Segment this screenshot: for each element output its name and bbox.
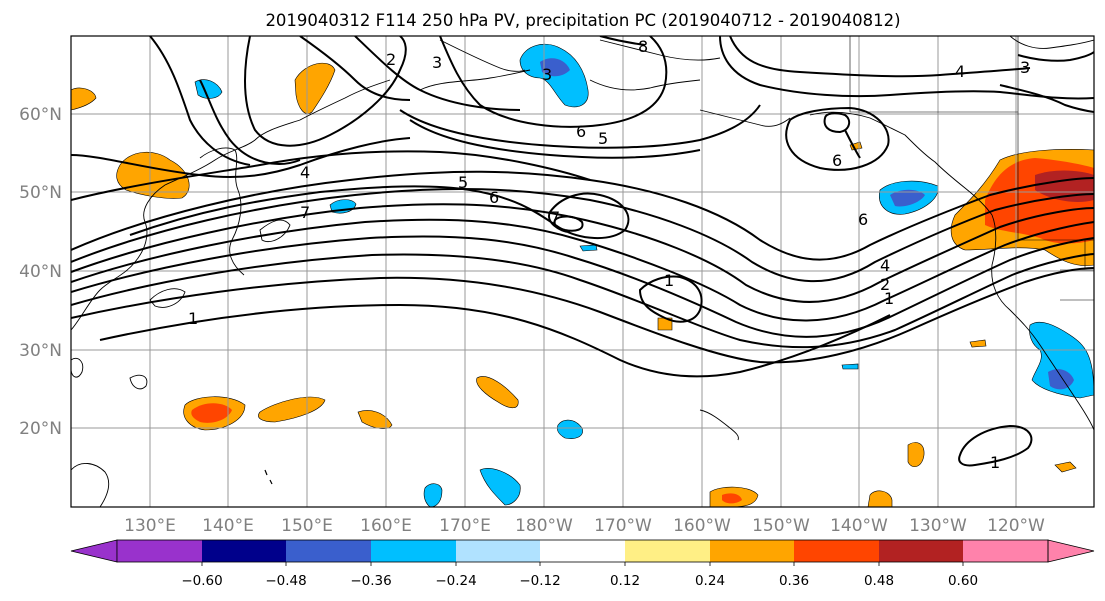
colorbar-ticks <box>201 562 964 566</box>
longitude-labels: 130°E 140°E 150°E 160°E 170°E 180°W 170°… <box>124 516 1045 536</box>
graticule <box>71 36 1094 507</box>
contour-label: 5 <box>458 173 468 192</box>
figure-title: 2019040312 F114 250 hPa PV, precipitatio… <box>265 11 900 30</box>
colorbar-swatch <box>202 540 286 562</box>
contour-label: 6 <box>832 151 842 170</box>
colorbar-swatch <box>117 540 202 562</box>
colorbar-swatch <box>286 540 371 562</box>
precip-strong-area <box>722 493 742 504</box>
pv-contours <box>71 36 1094 467</box>
lat-label: 50°N <box>19 183 62 203</box>
lat-label: 20°N <box>19 419 62 439</box>
precip-positive-area <box>71 87 97 111</box>
colorbar-swatch <box>540 540 625 562</box>
map-panel: 2 3 8 3 4 3 6 5 4 5 6 7 7 6 6 1 1 4 2 1 <box>70 35 1095 508</box>
map-frame <box>70 35 1095 508</box>
colorbar-tick-label: 0.24 <box>695 573 725 589</box>
colorbar-tick-label: −0.36 <box>350 573 391 589</box>
colorbar-tick-label: −0.24 <box>435 573 476 589</box>
contour-labels: 2 3 8 3 4 3 6 5 4 5 6 7 7 6 6 1 1 4 2 1 <box>188 37 1030 472</box>
contour-label: 4 <box>880 256 890 275</box>
precip-positive-area <box>1054 461 1077 473</box>
colorbar-extend-left <box>70 539 118 563</box>
contour-label: 7 <box>550 208 560 227</box>
colorbar-tick-label: −0.48 <box>265 573 306 589</box>
lon-label: 140°W <box>830 516 888 536</box>
colorbar-tick-label: 0.36 <box>779 573 809 589</box>
precip-positive-area <box>258 396 326 423</box>
lat-label: 30°N <box>19 341 62 361</box>
precip-negative-area <box>579 244 598 252</box>
lon-label: 140°E <box>202 516 254 536</box>
precip-negative-area <box>556 419 583 439</box>
precip-negative-strong <box>540 58 570 77</box>
lon-label: 150°E <box>281 516 333 536</box>
contour-label: 5 <box>598 129 608 148</box>
colorbar-swatch <box>625 540 710 562</box>
precip-positive-area <box>907 442 925 468</box>
contour-label: 2 <box>880 275 890 294</box>
latitude-labels: 60°N 50°N 40°N 30°N 20°N <box>19 105 62 439</box>
lon-label: 130°E <box>124 516 176 536</box>
colorbar-swatch <box>963 540 1048 562</box>
lat-label: 40°N <box>19 262 62 282</box>
precip-shading <box>71 44 1094 507</box>
contour-label: 1 <box>884 289 894 308</box>
precip-negative-strong <box>1048 369 1074 390</box>
contour-label: 4 <box>955 62 965 81</box>
colorbar-tick-label: 0.48 <box>864 573 894 589</box>
colorbar-swatch <box>710 540 794 562</box>
colorbar-swatch <box>371 540 456 562</box>
colorbar: −0.60 −0.48 −0.36 −0.24 −0.12 0.12 0.24 … <box>70 539 1095 589</box>
colorbar-swatch <box>794 540 879 562</box>
lon-label: 170°W <box>594 516 652 536</box>
contour-label: 3 <box>432 53 442 72</box>
contour-label: 7 <box>300 203 310 222</box>
contour-label: 4 <box>300 163 310 182</box>
colorbar-swatch <box>456 540 540 562</box>
precip-negative-area <box>1029 321 1094 399</box>
lon-label: 180°W <box>515 516 573 536</box>
colorbar-tick-label: −0.60 <box>181 573 222 589</box>
colorbar-tick-label: 0.12 <box>610 573 640 589</box>
precip-negative-area <box>841 363 859 370</box>
precip-strong-area <box>191 403 232 423</box>
contour-label: 1 <box>188 309 198 328</box>
colorbar-tick-label: −0.12 <box>519 573 560 589</box>
precip-positive-area <box>294 62 336 115</box>
contour-label: 1 <box>664 271 674 290</box>
contour-label: 1 <box>990 453 1000 472</box>
lon-label: 160°W <box>673 516 731 536</box>
precip-positive-area <box>969 339 987 348</box>
contour-label: 3 <box>542 65 552 84</box>
lon-label: 130°W <box>909 516 967 536</box>
colorbar-tick-label: 0.60 <box>948 573 978 589</box>
precip-negative-area <box>423 483 443 507</box>
contour-label: 6 <box>576 122 586 141</box>
lon-label: 120°W <box>987 516 1045 536</box>
precip-negative-area <box>479 468 521 506</box>
lon-label: 160°E <box>360 516 412 536</box>
contour-label: 2 <box>386 50 396 69</box>
precip-positive-area <box>476 376 519 409</box>
colorbar-frame <box>116 539 1049 563</box>
precip-negative-strong <box>890 189 925 207</box>
precip-positive-area <box>357 410 393 430</box>
lon-label: 170°E <box>439 516 491 536</box>
contour-label: 6 <box>858 210 868 229</box>
contour-label: 6 <box>489 188 499 207</box>
precip-positive-area <box>867 490 893 507</box>
colorbar-extend-right <box>1047 539 1095 563</box>
lat-label: 60°N <box>19 105 62 125</box>
contour-label: 3 <box>1020 58 1030 77</box>
contour-label: 8 <box>638 37 648 56</box>
lon-label: 150°W <box>752 516 810 536</box>
colorbar-swatch <box>879 540 963 562</box>
